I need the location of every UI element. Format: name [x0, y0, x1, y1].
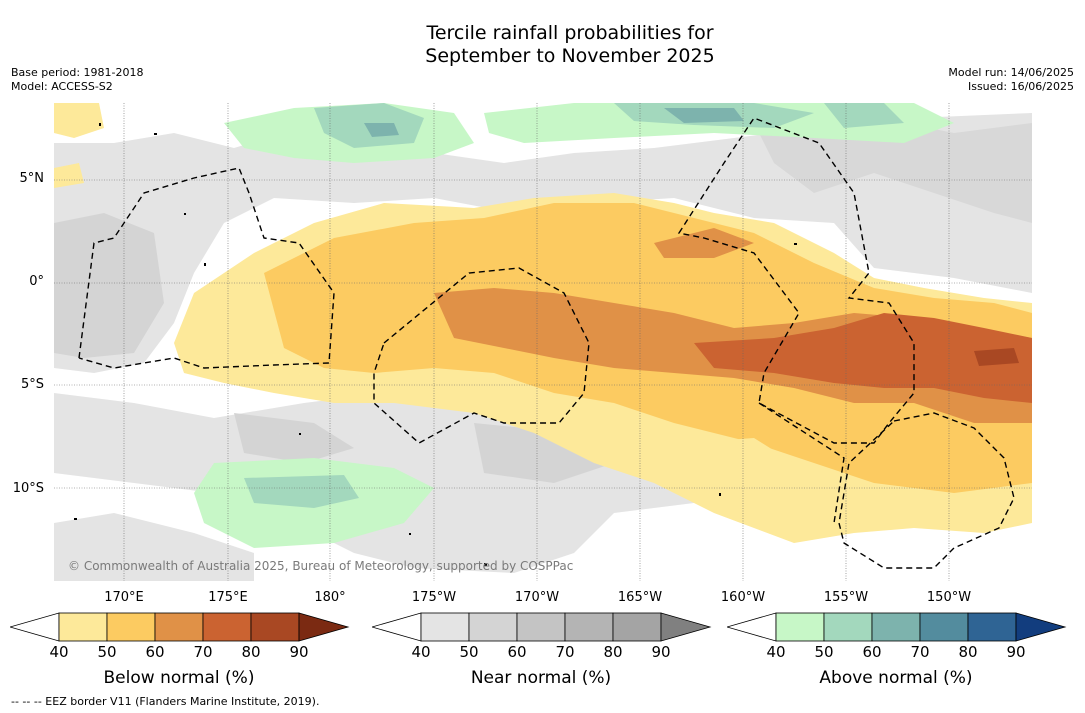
cbar-below-tick-50: 50	[97, 643, 117, 661]
cbar-above-tick-70: 70	[910, 643, 930, 661]
cbar-near-seg-3	[516, 612, 566, 642]
cbar-above-seg-4	[919, 612, 969, 642]
cbar-above-tick-90: 90	[1006, 643, 1026, 661]
model-name: Model: ACCESS-S2	[11, 80, 113, 93]
title-line-1: Tercile rainfall probabilities for	[426, 22, 714, 44]
lon-label-170w: 170°W	[514, 590, 560, 605]
cbar-below-seg-6	[298, 612, 350, 642]
cbar-near-title: Near normal (%)	[470, 668, 612, 688]
cbar-near-tick-60: 60	[507, 643, 527, 661]
cbar-below-seg-1	[58, 612, 108, 642]
issued-date: Issued: 16/06/2025	[967, 80, 1074, 93]
eez-footnote: -- -- -- EEZ border V11 (Flanders Marine…	[11, 695, 320, 708]
meta-left: Base period: 1981-2018 Model: ACCESS-S2	[11, 66, 143, 94]
cbar-near-tick-70: 70	[555, 643, 575, 661]
cbar-above-tick-50: 50	[814, 643, 834, 661]
lon-label-180: 180°	[314, 590, 346, 605]
cbar-below-tick-40: 40	[49, 643, 69, 661]
cbar-near-tick-80: 80	[603, 643, 623, 661]
lon-label-150w: 150°W	[926, 590, 972, 605]
islands	[74, 123, 797, 566]
cbar-above-seg-6	[1015, 612, 1067, 642]
cbar-above-title: Above normal (%)	[819, 668, 973, 688]
cbar-below-seg-0	[10, 612, 60, 642]
cbar-below-seg-2	[106, 612, 156, 642]
cbar-below-title: Below normal (%)	[103, 668, 255, 688]
cbar-above-seg-0	[727, 612, 777, 642]
lon-label-165w: 165°W	[617, 590, 663, 605]
cbar-near-tick-40: 40	[411, 643, 431, 661]
meta-right: Model run: 14/06/2025 Issued: 16/06/2025	[948, 66, 1074, 94]
cbar-near-seg-6	[660, 612, 712, 642]
cbar-above-seg-1	[775, 612, 825, 642]
cbar-above-tick-40: 40	[766, 643, 786, 661]
lon-label-175w: 175°W	[411, 590, 457, 605]
graticule	[54, 103, 1032, 581]
cbar-above-seg-3	[871, 612, 921, 642]
cbar-near-seg-5	[612, 612, 662, 642]
below-normal-regions	[54, 103, 1032, 543]
lon-label-155w: 155°W	[823, 590, 869, 605]
rainfall-map	[54, 103, 1032, 581]
title-line-2: September to November 2025	[425, 45, 715, 67]
cbar-near-seg-4	[564, 612, 614, 642]
cbar-above-tick-60: 60	[862, 643, 882, 661]
base-period: Base period: 1981-2018	[11, 66, 144, 79]
cbar-below-seg-4	[202, 612, 252, 642]
cbar-above-seg-2	[823, 612, 873, 642]
cbar-near-tick-50: 50	[459, 643, 479, 661]
cbar-below-seg-5	[250, 612, 300, 642]
cbar-above-tick-80: 80	[958, 643, 978, 661]
cbar-below-tick-90: 90	[289, 643, 309, 661]
cbar-near-tick-90: 90	[651, 643, 671, 661]
lat-label-10s: 10°S	[12, 481, 44, 496]
model-run: Model run: 14/06/2025	[948, 66, 1074, 79]
cbar-below-seg-3	[154, 612, 204, 642]
lon-label-160w: 160°W	[720, 590, 766, 605]
lon-label-175e: 175°E	[208, 590, 248, 605]
cbar-near-seg-0	[372, 612, 422, 642]
cbar-below-tick-80: 80	[241, 643, 261, 661]
above-normal-regions	[194, 103, 954, 548]
cbar-above-seg-5	[967, 612, 1017, 642]
lat-label-0: 0°	[29, 274, 44, 289]
copyright-notice: © Commonwealth of Australia 2025, Bureau…	[68, 559, 574, 573]
lon-label-170e: 170°E	[104, 590, 144, 605]
colorbar-near-normal	[372, 612, 712, 642]
eez-borders	[78, 117, 1015, 569]
colorbar-above-normal	[727, 612, 1067, 642]
cbar-near-seg-2	[468, 612, 518, 642]
cbar-below-tick-70: 70	[193, 643, 213, 661]
colorbar-below-normal	[10, 612, 350, 642]
cbar-below-tick-60: 60	[145, 643, 165, 661]
cbar-near-seg-1	[420, 612, 470, 642]
lat-label-5n: 5°N	[19, 171, 45, 186]
map-title: Tercile rainfall probabilities for Septe…	[0, 22, 1085, 68]
lat-label-5s: 5°S	[20, 377, 44, 392]
